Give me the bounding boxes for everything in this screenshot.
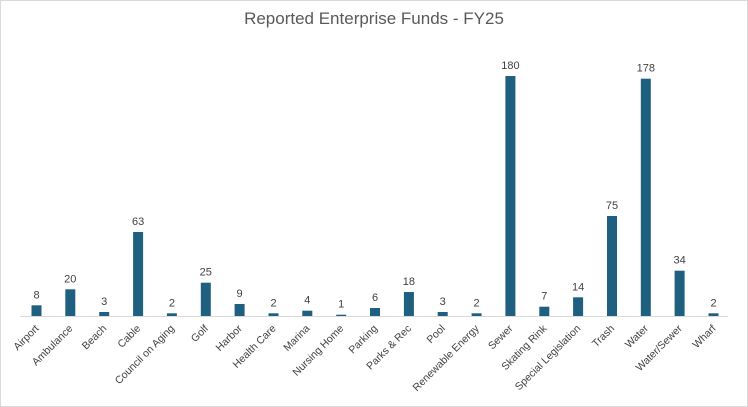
bar-value-label: 75 bbox=[606, 200, 618, 212]
bar bbox=[674, 270, 685, 316]
bar-value-label: 8 bbox=[33, 289, 39, 301]
bar bbox=[403, 292, 414, 316]
bar bbox=[539, 306, 550, 316]
bar bbox=[268, 313, 279, 316]
bar-value-label: 178 bbox=[637, 63, 655, 75]
bar-value-label: 4 bbox=[304, 295, 310, 307]
bar-value-label: 6 bbox=[372, 292, 378, 304]
category-label: Special Legislation bbox=[513, 323, 584, 394]
bar-value-label: 2 bbox=[169, 297, 175, 309]
category-label: Council on Aging bbox=[113, 323, 177, 387]
category-label: Cable bbox=[115, 323, 143, 351]
bar-value-label: 3 bbox=[101, 296, 107, 308]
bar bbox=[505, 76, 516, 316]
category-label: Airport bbox=[11, 323, 41, 353]
bar bbox=[437, 312, 448, 316]
bar-value-label: 34 bbox=[673, 255, 685, 267]
category-label: Harbor bbox=[214, 322, 246, 354]
bar-value-label: 2 bbox=[270, 297, 276, 309]
category-label: Golf bbox=[189, 323, 211, 345]
bar bbox=[471, 313, 482, 316]
category-label: Trash bbox=[590, 323, 617, 350]
bar-value-label: 3 bbox=[440, 296, 446, 308]
category-label: Water bbox=[623, 322, 651, 350]
bar-value-label: 2 bbox=[474, 297, 480, 309]
bar-value-label: 14 bbox=[572, 281, 584, 293]
bar bbox=[99, 312, 110, 316]
bar bbox=[640, 78, 651, 316]
category-label: Beach bbox=[80, 323, 110, 353]
bar-value-label: 25 bbox=[200, 267, 212, 279]
category-label: Wharf bbox=[690, 323, 718, 351]
bar bbox=[370, 308, 380, 316]
bar bbox=[31, 305, 42, 316]
bar-value-label: 1 bbox=[338, 299, 344, 311]
bar bbox=[302, 310, 313, 316]
bar-value-label: 20 bbox=[64, 273, 76, 285]
bar bbox=[607, 216, 617, 316]
category-label: Parking bbox=[346, 323, 380, 357]
bar bbox=[234, 304, 245, 316]
category-label: Pool bbox=[424, 323, 447, 346]
bar bbox=[573, 297, 584, 316]
category-label: Renewable Energy bbox=[410, 322, 482, 394]
bar-value-label: 180 bbox=[501, 60, 519, 72]
bar bbox=[336, 314, 347, 316]
bar-value-label: 2 bbox=[710, 297, 716, 309]
category-label: Marina bbox=[281, 323, 312, 354]
category-label: Sewer bbox=[486, 322, 516, 352]
bar-value-label: 18 bbox=[403, 276, 415, 288]
bar bbox=[166, 313, 177, 316]
bar bbox=[133, 232, 144, 316]
bar bbox=[708, 313, 719, 316]
bar-value-label: 63 bbox=[132, 216, 144, 228]
bar bbox=[200, 282, 211, 316]
bar bbox=[65, 289, 76, 316]
bar-value-label: 9 bbox=[237, 288, 243, 300]
chart-title: Reported Enterprise Funds - FY25 bbox=[244, 9, 504, 28]
bar-value-label: 7 bbox=[541, 291, 547, 303]
